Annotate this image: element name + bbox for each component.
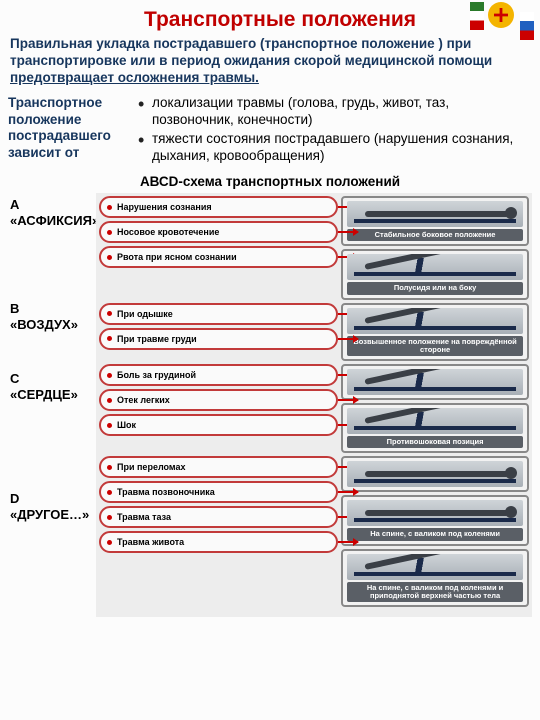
position-box: Стабильное боковое положение — [341, 196, 529, 246]
intro-text: Правильная укладка пострадавшего (трансп… — [8, 36, 532, 93]
bullet-item: тяжести состояния пострадавшего (нарушен… — [138, 131, 532, 165]
abcd-letter-block: В«ВОЗДУХ» — [8, 297, 96, 367]
diagram-row: Нарушения сознания Носовое кровотечение Рв… — [99, 196, 529, 300]
position-box: На спине, с валиком под коленями и припо… — [341, 549, 529, 608]
logo-cluster — [470, 2, 534, 42]
symptom-box: При травме груди — [99, 328, 338, 350]
position-label: Возвышенное положение на повреждённой ст… — [347, 336, 523, 357]
position-box: Противошоковая позиция — [341, 403, 529, 453]
diagram-row: Боль за грудиной Отек легких Шок Противошок… — [99, 364, 529, 453]
position-box: Возвышенное положение на повреждённой ст… — [341, 303, 529, 362]
position-label: На спине, с валиком под коленями и припо… — [347, 582, 523, 603]
position-label: Полусидя или на боку — [347, 282, 523, 294]
abcd-letter-block: D«ДРУГОЕ…» — [8, 487, 96, 617]
symptom-box: Травма живота — [99, 531, 338, 553]
scheme-title: АВСD-схема транспортных положений — [8, 172, 532, 193]
position-box: Полусидя или на боку — [341, 249, 529, 299]
abcd-letters-column: А«АСФИКСИЯ»В«ВОЗДУХ»С«СЕРДЦЕ»D«ДРУГОЕ…» — [8, 193, 96, 617]
slide-title: Транспортные положения — [8, 6, 532, 36]
intro-part1: Правильная укладка пострадавшего (трансп… — [10, 36, 492, 68]
symptom-box: Шок — [99, 414, 338, 436]
position-box: На спине, с валиком под коленями — [341, 495, 529, 545]
symptom-box: Боль за грудиной — [99, 364, 338, 386]
abcd-letter-block: А«АСФИКСИЯ» — [8, 193, 96, 297]
bullet-item: локализации травмы (голова, грудь, живот… — [138, 95, 532, 129]
diagram-row: При переломах Травма позвоночника Травма т… — [99, 456, 529, 607]
position-label: Противошоковая позиция — [347, 436, 523, 448]
position-box — [341, 456, 529, 492]
abcd-letter-block: С«СЕРДЦЕ» — [8, 367, 96, 487]
symptom-box: Травма позвоночника — [99, 481, 338, 503]
depends-bullets: локализации травмы (голова, грудь, живот… — [128, 95, 532, 169]
position-label: На спине, с валиком под коленями — [347, 528, 523, 540]
symptom-box: Носовое кровотечение — [99, 221, 338, 243]
position-label: Стабильное боковое положение — [347, 229, 523, 241]
symptom-box: Нарушения сознания — [99, 196, 338, 218]
symptom-box: Травма таза — [99, 506, 338, 528]
position-box — [341, 364, 529, 400]
symptom-box: Рвота при ясном сознании — [99, 246, 338, 268]
symptom-box: При переломах — [99, 456, 338, 478]
symptom-box: Отек легких — [99, 389, 338, 411]
symptom-box: При одышке — [99, 303, 338, 325]
depends-label: Транспортное положение пострадавшего зав… — [8, 95, 128, 169]
intro-part2: предотвращает осложнения травмы. — [10, 70, 259, 85]
abcd-diagram: Нарушения сознания Носовое кровотечение Рв… — [96, 193, 532, 617]
diagram-row: При одышке При травме груди Возвышенное по… — [99, 303, 529, 362]
